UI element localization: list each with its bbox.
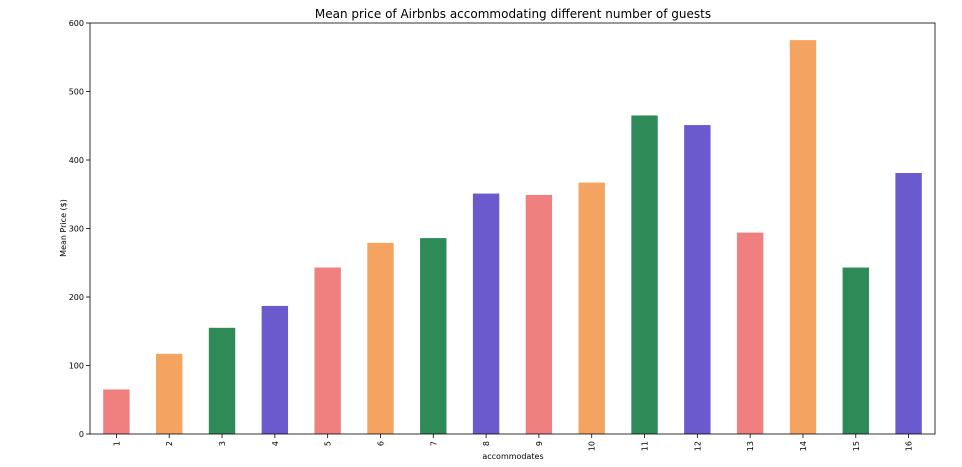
x-tick-label: 11 (641, 441, 650, 451)
bar-15 (842, 267, 869, 434)
y-tick-label: 0 (79, 430, 84, 439)
bar-14 (789, 40, 817, 434)
x-tick-label: 7 (429, 441, 438, 446)
x-tick-label: 5 (324, 441, 333, 446)
bar-6 (367, 242, 394, 434)
x-tick-label: 13 (746, 441, 755, 451)
x-tick-label: 12 (693, 441, 702, 451)
bar-16 (895, 173, 922, 434)
x-tick-label: 6 (376, 441, 385, 446)
bar-2 (156, 353, 183, 434)
bar-4 (261, 305, 289, 434)
x-tick-label: 3 (218, 441, 227, 446)
y-tick-label: 100 (69, 362, 84, 371)
bar-1 (103, 389, 130, 434)
y-axis-title: Mean Price ($) (59, 199, 68, 257)
bar-8 (472, 193, 500, 434)
y-tick-label: 400 (69, 156, 84, 165)
bar-11 (631, 115, 658, 434)
x-tick-label: 2 (165, 441, 174, 446)
x-tick-label: 10 (588, 441, 597, 451)
chart-title: Mean price of Airbnbs accommodating diff… (315, 7, 711, 21)
bar-12 (684, 125, 711, 434)
x-tick-label: 4 (271, 441, 280, 446)
y-tick-label: 600 (69, 19, 84, 28)
y-tick-label: 500 (69, 88, 84, 97)
bar-7 (420, 238, 447, 434)
x-tick-label: 15 (852, 441, 861, 451)
plot-frame (89, 22, 936, 435)
x-tick-label: 16 (905, 441, 914, 451)
bar-5 (314, 267, 341, 434)
y-tick-label: 300 (69, 225, 84, 234)
x-tick-label: 1 (112, 441, 121, 446)
x-tick-label: 14 (799, 441, 808, 451)
bar-10 (578, 182, 605, 434)
bar-13 (736, 232, 764, 434)
x-axis-title: accommodates (482, 452, 543, 461)
bar-9 (525, 194, 553, 434)
bar-3 (208, 327, 236, 434)
x-tick-label: 9 (535, 441, 544, 446)
x-tick-label: 8 (482, 441, 491, 446)
y-tick-label: 200 (69, 293, 84, 302)
